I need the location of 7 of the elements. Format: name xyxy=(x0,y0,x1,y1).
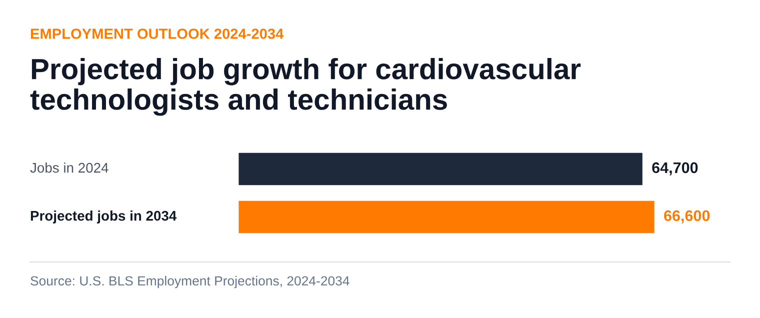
y-tick-label: Projected jobs in 2034 xyxy=(30,210,177,224)
source-note: Source: U.S. BLS Employment Projections, 2024-2034 xyxy=(30,276,350,288)
y-tick-label: Jobs in 2024 xyxy=(30,162,108,173)
data-label: 64,700 xyxy=(652,162,698,176)
chart-title: Projected job growth for cardiovascular technologists and technicians xyxy=(30,58,581,116)
chart-subtitle: EMPLOYMENT OUTLOOK 2024-2034 xyxy=(30,28,284,39)
data-label: 66,600 xyxy=(664,210,710,224)
